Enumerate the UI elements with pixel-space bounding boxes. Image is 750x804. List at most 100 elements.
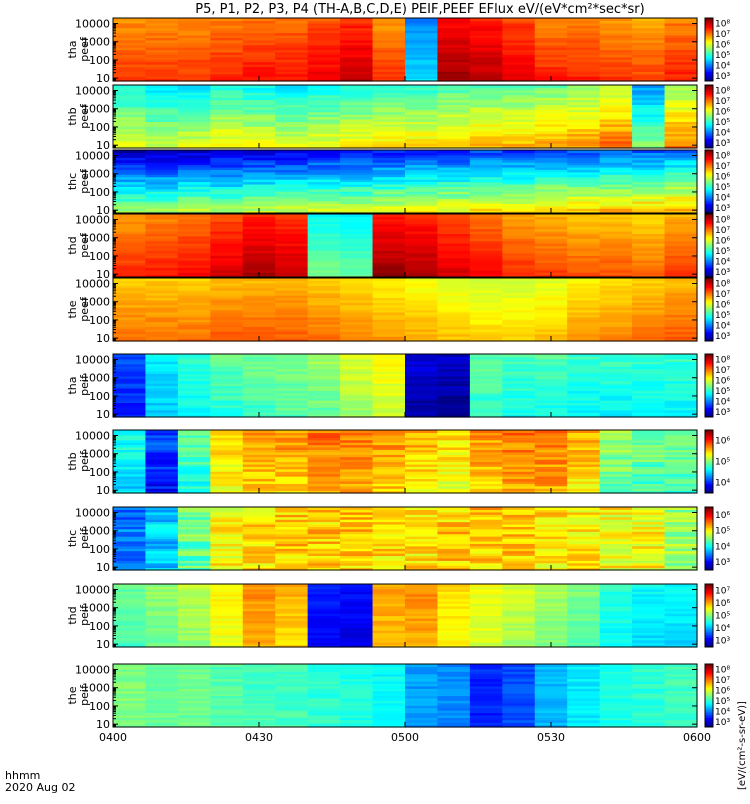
x-axis-label-line2: 2020 Aug 02 (5, 781, 75, 794)
colorbar-tick-label: 10⁴ (715, 128, 730, 138)
panel-label-product: peef (78, 36, 91, 62)
colorbar-tick-label: 10⁶ (715, 376, 730, 386)
y-tick-label: 10000 (75, 17, 110, 30)
colorbar-tick-label: 10⁵ (715, 247, 730, 257)
colorbar-tick-label: 10⁶ (715, 300, 730, 310)
colorbar-tick-label: 10³ (715, 72, 730, 82)
colorbar-tick-label: 10⁴ (715, 193, 730, 203)
colorbar-tick-label: 10⁸ (715, 215, 730, 225)
y-tick-label: 10000 (75, 506, 110, 519)
y-tick-label: 100 (89, 54, 110, 67)
y-tick-label: 100 (89, 186, 110, 199)
y-tick-label: 100 (89, 620, 110, 633)
colorbar-tick-label: 10⁵ (715, 387, 730, 397)
panel-label-product: peef (78, 103, 91, 129)
colorbar-tick-label: 10⁴ (715, 479, 730, 489)
y-tick-label: 10000 (75, 149, 110, 162)
colorbar: 10⁴ 10⁵ 10⁶ (705, 430, 730, 494)
colorbar-tick-label: 10⁷ (715, 162, 730, 172)
y-tick-label: 10 (96, 408, 110, 421)
y-tick-label: 100 (89, 314, 110, 327)
colorbar-tick-label: 10⁴ (715, 61, 730, 71)
colorbar-tick-label: 10⁵ (715, 311, 730, 321)
y-tick-label: 100 (89, 250, 110, 263)
colorbar-tick-label: 10⁶ (715, 107, 730, 117)
colorbar-tick-label: 10⁶ (715, 40, 730, 50)
colorbar-tick-label: 10⁷ (715, 30, 730, 40)
colorbar-tick-label: 10⁶ (715, 172, 730, 182)
colorbar-tick-label: 10⁶ (715, 437, 730, 447)
colorbar-tick-label: 10⁸ (715, 19, 730, 29)
colorbar-tick-label: 10⁸ (715, 151, 730, 161)
y-tick-label: 100 (89, 390, 110, 403)
y-tick-label: 10000 (75, 429, 110, 442)
colorbar-tick-label: 10⁴ (715, 257, 730, 267)
colorbar-tick-label: 10³ (715, 139, 730, 149)
y-tick-label: 10 (96, 72, 110, 85)
colorbar-tick-label: 10⁸ (715, 86, 730, 96)
y-tick-label: 10000 (75, 277, 110, 290)
colorbar-tick-label: 10⁷ (715, 226, 730, 236)
y-tick-label: 10000 (75, 84, 110, 97)
colorbar-tick-label: 10⁷ (715, 97, 730, 107)
y-tick-label: 10 (96, 638, 110, 651)
colorbar-tick-label: 10⁶ (715, 511, 730, 521)
colorbar-tick-label: 10³ (715, 204, 730, 214)
panel-label-product: peef (78, 168, 91, 194)
colorbar-tick-label: 10⁵ (715, 51, 730, 61)
y-tick-label: 10000 (75, 583, 110, 596)
colorbar-tick-label: 10⁵ (715, 183, 730, 193)
colorbar-tick-label: 10⁷ (715, 290, 730, 300)
colorbar-tick-label: 10⁶ (715, 236, 730, 246)
figure-title: P5, P1, P2, P3, P4 (TH-A,B,C,D,E) PEIF,P… (195, 2, 644, 17)
panel-label-product: peif (78, 374, 91, 396)
panel-label-product: peif (78, 604, 91, 626)
colorbar-tick-label: 10⁸ (715, 279, 730, 289)
y-tick-label: 100 (89, 543, 110, 556)
y-tick-label: 10 (96, 484, 110, 497)
colorbar-tick-label: 10⁴ (715, 542, 730, 552)
colorbar-tick-label: 10⁴ (715, 397, 730, 407)
panel-label-product: peef (78, 296, 91, 322)
y-tick-label: 10 (96, 561, 110, 574)
colorbar-tick-label: 10³ (715, 558, 730, 568)
y-tick-label: 10 (96, 332, 110, 345)
y-tick-label: 10000 (75, 213, 110, 226)
y-tick-label: 10000 (75, 353, 110, 366)
colorbar-tick-label: 10⁷ (715, 366, 730, 376)
y-tick-label: 100 (89, 121, 110, 134)
colorbar-tick-label: 10⁵ (715, 458, 730, 468)
colorbar-tick-label: 10⁸ (715, 355, 730, 365)
colorbar-title: [eV/(cm²-s-sr-eV)] (737, 701, 748, 790)
panel-label-product: peif (78, 450, 91, 472)
panel-label-product: peef (78, 232, 91, 258)
colorbar: 10³ 10⁴ 10⁵ 10⁶ (705, 507, 730, 571)
colorbar-tick-label: 10³ (715, 332, 730, 342)
colorbar-tick-label: 10³ (715, 268, 730, 278)
panel-label-product: peif (78, 527, 91, 549)
y-tick-label: 100 (89, 466, 110, 479)
colorbar-tick-label: 10⁵ (715, 118, 730, 128)
colorbar-tick-label: 10⁵ (715, 527, 730, 537)
colorbar-tick-label: 10⁴ (715, 321, 730, 331)
colorbar-tick-label: 10³ (715, 408, 730, 418)
